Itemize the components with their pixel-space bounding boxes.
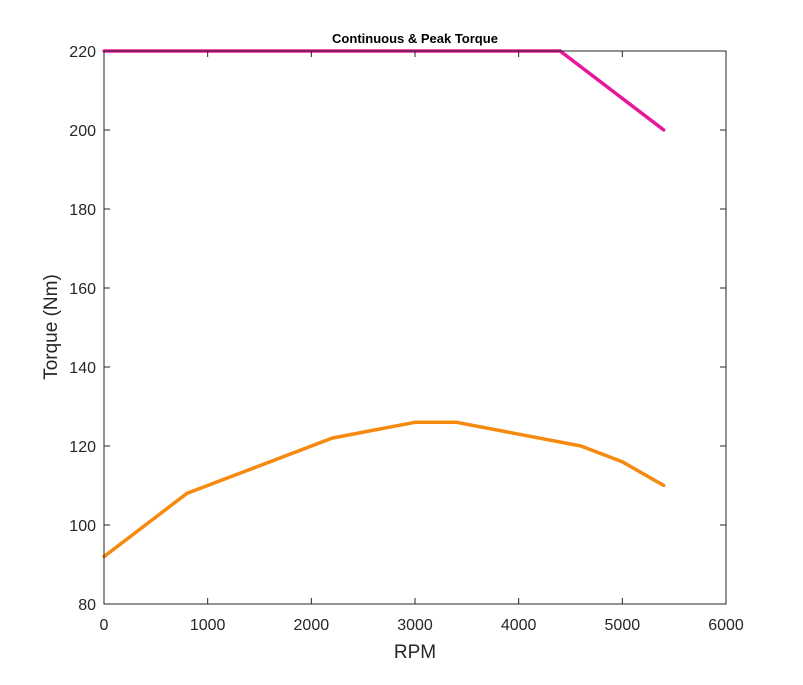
- series-2-point-5: [454, 420, 459, 424]
- series-line-2: [102, 420, 665, 558]
- y-axis: 80 100 120 140 160 180 200 220: [69, 44, 726, 614]
- x-tick-label: 4000: [501, 617, 537, 634]
- series-1-point-3: [662, 128, 666, 132]
- x-tick-label: 3000: [397, 617, 433, 634]
- y-tick-label: 80: [78, 597, 96, 614]
- series-2-point-7: [620, 460, 624, 464]
- y-tick-label: 160: [69, 281, 96, 298]
- y-tick-label: 100: [69, 518, 96, 535]
- x-tick-label: 2000: [294, 617, 330, 634]
- x-tick-label: 6000: [708, 617, 744, 634]
- x-tick-label: 5000: [605, 617, 641, 634]
- y-tick-label: 180: [69, 202, 96, 219]
- series-2-point-4: [413, 420, 417, 424]
- plot-area: [104, 51, 726, 604]
- y-axis-label: Torque (Nm): [41, 274, 62, 380]
- series-2-point-2: [185, 491, 189, 495]
- series-2-point-8: [662, 483, 666, 488]
- series-2-point-6: [579, 444, 583, 448]
- y-tick-label: 220: [69, 44, 96, 61]
- series-2-point-3: [330, 436, 334, 440]
- chart-title: Continuous & Peak Torque: [332, 31, 498, 46]
- y-tick-label: 140: [69, 360, 96, 377]
- x-tick-label: 0: [100, 617, 109, 634]
- y-tick-label: 120: [69, 439, 96, 456]
- x-axis: 0 1000 2000 3000 4000 5000 6000: [100, 51, 744, 634]
- x-axis-label: RPM: [394, 642, 436, 663]
- x-tick-label: 1000: [190, 617, 226, 634]
- y-tick-label: 200: [69, 123, 96, 140]
